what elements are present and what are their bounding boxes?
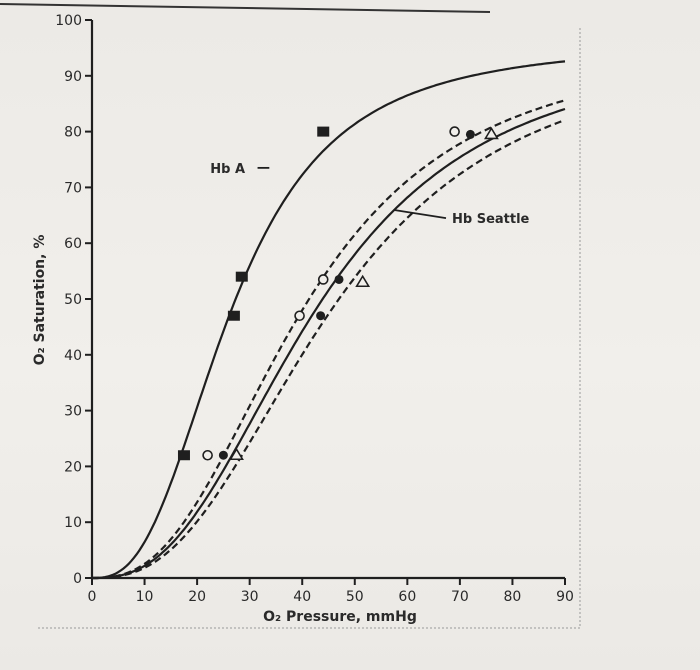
marker-filled-circle [218,450,228,460]
y-tick-label: 60 [64,236,82,252]
x-tick-label: 40 [293,589,311,605]
y-tick-label: 30 [64,404,82,420]
x-tick-label: 50 [346,589,364,605]
marker-open-circle [294,310,305,322]
y-tick-label: 70 [64,180,82,196]
x-tick-label: 30 [241,589,259,605]
x-tick-label: 60 [398,589,416,605]
marker-filled-circle [316,311,326,321]
series-line-2 [92,99,566,580]
axes: 0 10 20 30 40 50 60 70 80 90 100 0 10 20 30 40 50 60 70 80 9… [55,13,574,605]
x-tick-label: 70 [451,589,469,605]
marker-open-circle [202,449,213,461]
x-tick-label: 0 [88,589,97,605]
y-tick-label: 10 [64,515,82,531]
x-tick-label: 90 [556,589,574,605]
marker-filled-square [177,450,190,461]
x-tick-label: 20 [188,589,206,605]
page-top-edge-line [0,3,491,13]
data-markers [177,126,499,461]
marker-filled-square [317,126,330,137]
y-tick-label: 20 [64,459,82,475]
series-line-1 [92,60,566,580]
marker-filled-square [235,271,248,282]
series-line-4 [92,119,566,580]
marker-filled-square [227,310,240,321]
x-tick-label: 80 [504,589,522,605]
marker-open-triangle [484,126,499,140]
x-axis-label: O₂ Pressure, mmHg [263,609,417,625]
y-tick-label: 100 [55,13,82,29]
y-tick-label: 80 [64,125,82,141]
y-axis-label: O₂ Saturation, % [32,235,48,366]
marker-filled-circle [465,129,475,139]
curves [92,60,566,580]
annotations: Hb A Hb Seattle [210,162,529,227]
annotation-hb-a: Hb A [210,162,245,177]
marker-open-triangle [355,274,371,288]
y-tick-label: 40 [64,348,82,364]
marker-filled-circle [334,274,344,284]
y-tick-label: 0 [73,571,82,587]
annotation-hb-seattle: Hb Seattle [452,212,530,227]
marker-open-circle [317,274,329,285]
y-tick-label: 90 [64,69,82,85]
marker-open-circle [449,126,460,137]
marker-open-triangle [229,447,244,461]
annotation-leader [394,209,447,219]
y-tick-label: 50 [64,292,82,308]
x-tick-label: 10 [136,589,154,605]
series-line-3 [92,107,566,580]
